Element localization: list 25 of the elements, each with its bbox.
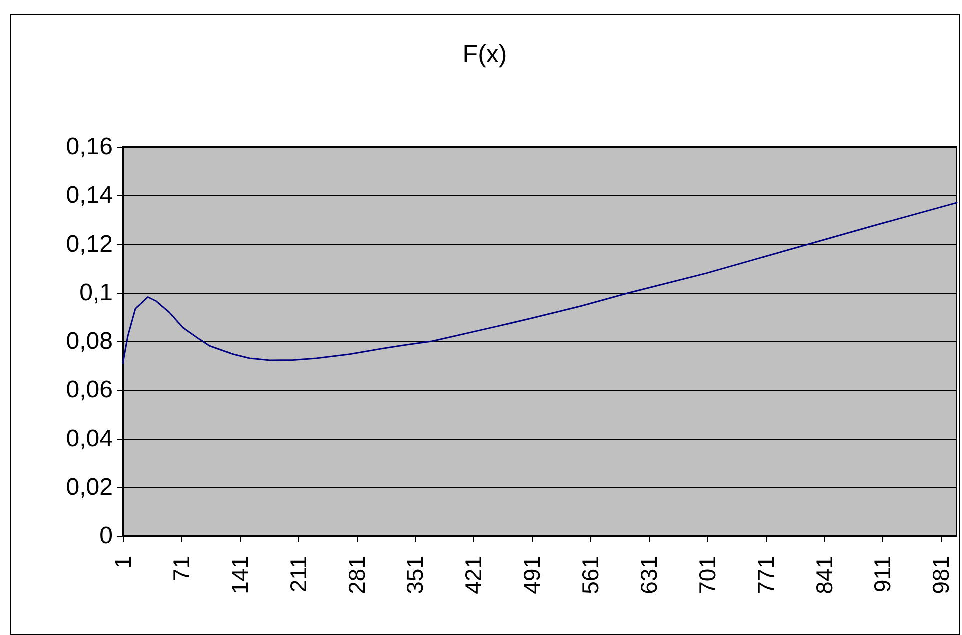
x-tick-label: 1 bbox=[110, 556, 136, 569]
x-tick-label: 351 bbox=[402, 556, 428, 594]
y-tick-label: 0,06 bbox=[66, 376, 113, 404]
chart-title: F(x) bbox=[462, 40, 508, 68]
x-tick-label: 981 bbox=[928, 556, 954, 594]
x-tick-label: 771 bbox=[752, 556, 779, 594]
y-tick-label: 0,1 bbox=[80, 279, 113, 306]
x-tick-label: 701 bbox=[694, 556, 720, 594]
y-tick-label: 0,14 bbox=[66, 182, 113, 210]
x-tick-label: 841 bbox=[811, 556, 838, 594]
x-tick-label: 561 bbox=[578, 556, 604, 594]
x-tick-label: 141 bbox=[226, 556, 253, 594]
x-tick-label: 491 bbox=[519, 556, 546, 594]
x-tick-label: 421 bbox=[460, 556, 487, 594]
x-tick-label: 211 bbox=[285, 556, 312, 593]
y-tick-label: 0,04 bbox=[66, 425, 113, 452]
x-tick-label: 631 bbox=[636, 556, 662, 594]
x-tick-label: 281 bbox=[344, 556, 370, 594]
x-tick-label: 911 bbox=[870, 556, 896, 593]
y-tick-label: 0,02 bbox=[66, 474, 113, 501]
y-tick-label: 0,12 bbox=[66, 230, 113, 258]
y-tick-label: 0 bbox=[100, 522, 113, 550]
y-tick-label: 0,08 bbox=[66, 328, 113, 355]
y-tick-label: 0,16 bbox=[66, 134, 113, 160]
x-tick-label: 71 bbox=[168, 556, 194, 582]
